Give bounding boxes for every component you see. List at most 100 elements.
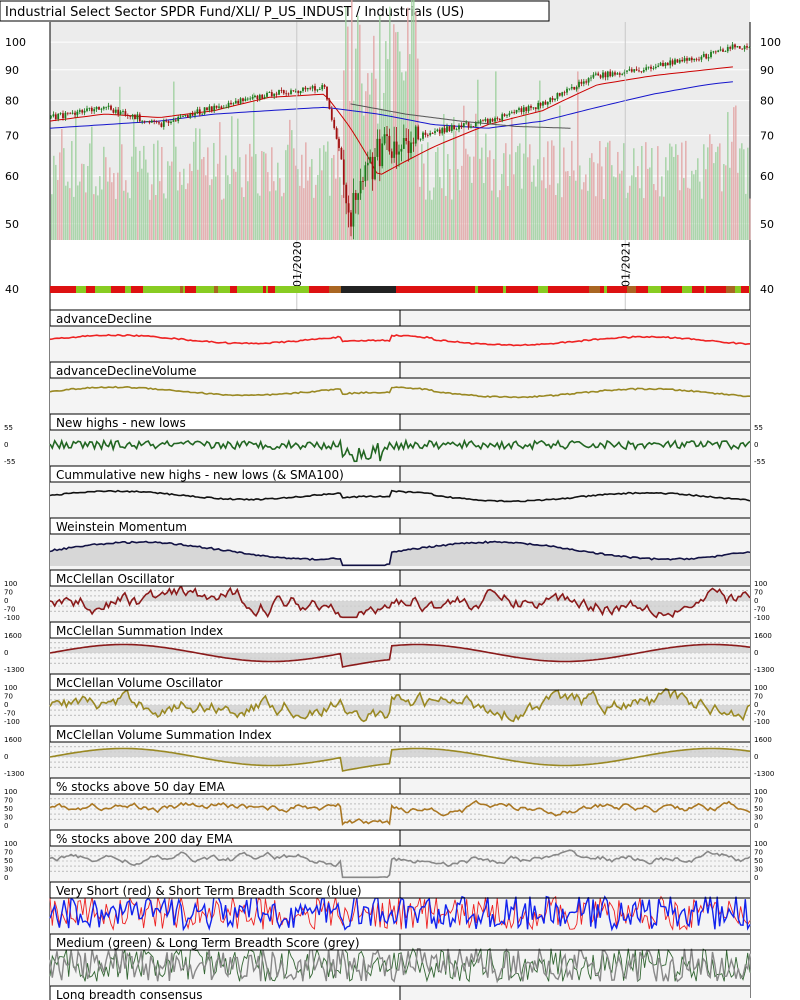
panel-title-box: [49, 673, 401, 691]
panel-title: McClellan Volume Oscillator: [56, 676, 223, 690]
volume-bar: [439, 177, 441, 240]
price-tick-right: 100: [760, 36, 781, 49]
panel-tick-left: 0: [4, 649, 8, 657]
candle-body: [426, 134, 429, 136]
candle-body: [501, 114, 504, 121]
volume-bar: [527, 157, 529, 240]
volume-bar: [255, 154, 257, 240]
candle-body: [287, 93, 290, 95]
panel-tick-left: 70: [4, 693, 13, 701]
candle-body: [249, 98, 252, 100]
candle-body: [530, 106, 532, 108]
volume-bar: [325, 151, 327, 240]
candle-body: [503, 114, 506, 116]
candle-body: [299, 90, 302, 94]
volume-bar: [419, 186, 421, 240]
candle-body: [110, 105, 112, 110]
candle-body: [203, 107, 206, 114]
panel-tick-right: 30: [754, 866, 763, 874]
strip-segment: [568, 286, 570, 293]
volume-bar: [683, 178, 685, 240]
price-tick-right: 50: [760, 218, 774, 231]
volume-bar: [191, 171, 193, 240]
volume-bar: [557, 183, 559, 240]
candle-body: [86, 108, 88, 111]
candle-body: [93, 109, 96, 112]
volume-bar: [339, 177, 341, 240]
candle-body: [258, 94, 261, 100]
candle-body: [134, 114, 136, 120]
volume-bar: [155, 194, 157, 240]
strip-segment: [353, 286, 359, 293]
panel-tick-right: 100: [754, 580, 767, 588]
candle-body: [455, 129, 458, 131]
volume-bar: [605, 147, 607, 240]
candle-body: [638, 70, 640, 72]
volume-bar: [153, 143, 155, 240]
strip-segment: [154, 286, 159, 293]
candle-body: [76, 111, 79, 115]
candle-body: [527, 106, 530, 112]
panel-tick-right: -70: [754, 606, 765, 614]
volume-bar: [675, 144, 677, 240]
volume-bar: [575, 180, 577, 240]
volume-bar: [611, 165, 613, 240]
volume-bar: [525, 112, 527, 240]
candle-body: [222, 107, 225, 109]
volume-bar: [359, 24, 361, 241]
candle-body: [294, 91, 297, 92]
volume-bar: [333, 154, 335, 240]
volume-bar: [149, 199, 151, 240]
volume-bar: [573, 170, 575, 240]
volume-bar: [449, 169, 451, 240]
candle-body: [729, 47, 732, 49]
candle-body: [66, 112, 69, 114]
volume-bar: [81, 163, 83, 240]
strip-segment: [520, 286, 525, 293]
candle-body: [162, 120, 165, 127]
strip-segment: [250, 286, 263, 293]
strip-segment: [589, 286, 600, 293]
candle-body: [522, 107, 525, 112]
volume-bar: [173, 81, 175, 240]
volume-bar: [581, 189, 583, 240]
candle-body: [402, 138, 405, 149]
volume-bar: [169, 165, 171, 240]
volume-bar: [413, 0, 415, 240]
series-line-2: [49, 948, 751, 984]
candle-body: [191, 113, 194, 116]
volume-bar: [119, 86, 121, 240]
volume-bar: [251, 156, 253, 240]
volume-bar: [179, 171, 181, 240]
candle-body: [441, 128, 444, 134]
volume-bar: [193, 141, 195, 240]
panel-tick-left: -55: [4, 458, 15, 466]
volume-bar: [663, 196, 665, 240]
candle-body: [342, 159, 345, 185]
candle-body: [52, 114, 55, 117]
strip-segment: [180, 286, 183, 293]
candle-body: [410, 142, 412, 153]
volume-bar: [493, 159, 495, 240]
strip-segment: [749, 286, 750, 293]
strip-segment: [230, 286, 237, 293]
candle-body: [443, 128, 446, 133]
volume-bar: [423, 163, 425, 240]
candle-body: [561, 92, 564, 96]
volume-bar: [559, 105, 561, 240]
panel-tick-left: 30: [4, 866, 13, 874]
candle-body: [566, 88, 568, 93]
candle-body: [282, 90, 285, 94]
candle-body: [551, 98, 554, 101]
candle-body: [486, 119, 489, 124]
panel-tick-left: 100: [4, 580, 17, 588]
volume-bar: [711, 143, 713, 240]
volume-bar: [221, 199, 223, 240]
strip-segment: [196, 286, 202, 293]
panel-tick-right: 1600: [754, 736, 772, 744]
volume-bar: [737, 172, 739, 240]
candle-body: [508, 113, 511, 116]
indicator-panel-14: Long breadth consensus: [49, 985, 750, 1000]
volume-bar: [627, 192, 629, 240]
candle-body: [117, 109, 120, 115]
